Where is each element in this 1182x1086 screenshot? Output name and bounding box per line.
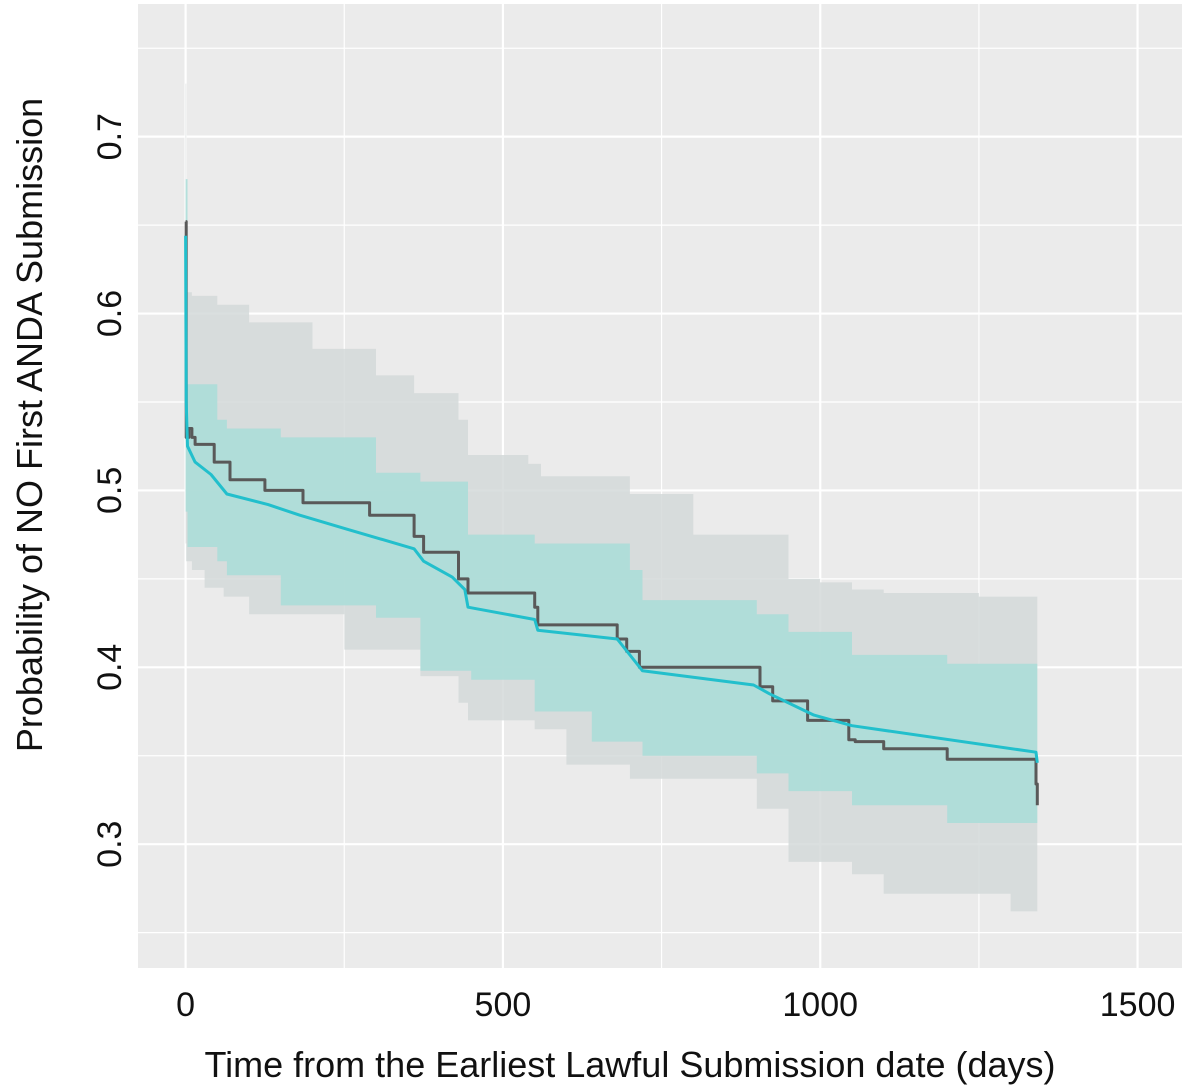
- confidence-band-2: [185, 179, 1038, 824]
- y-tick-label: 0.5: [91, 467, 129, 514]
- survival-curve-1: [184, 220, 1039, 806]
- x-tick-label: 1000: [782, 986, 858, 1024]
- y-tick-label: 0.3: [91, 821, 129, 868]
- y-tick-labels: 0.3 0.4 0.5 0.6 0.7: [91, 113, 129, 868]
- confidence-bands: [185, 83, 1038, 912]
- survival-curve-2: [184, 235, 1039, 763]
- x-tick-label: 500: [475, 986, 532, 1024]
- y-axis-title: Probability of NO First ANDA Submission: [9, 98, 50, 752]
- y-tick-label: 0.6: [91, 290, 129, 337]
- x-tick-labels: 0 500 1000 1500: [176, 986, 1175, 1024]
- x-tick-label: 1500: [1100, 986, 1176, 1024]
- x-axis-title: Time from the Earliest Lawful Submission…: [205, 1044, 1056, 1085]
- y-tick-label: 0.4: [91, 644, 129, 691]
- y-tick-label: 0.7: [91, 113, 129, 160]
- x-tick-label: 0: [176, 986, 195, 1024]
- survival-curves: [184, 220, 1039, 806]
